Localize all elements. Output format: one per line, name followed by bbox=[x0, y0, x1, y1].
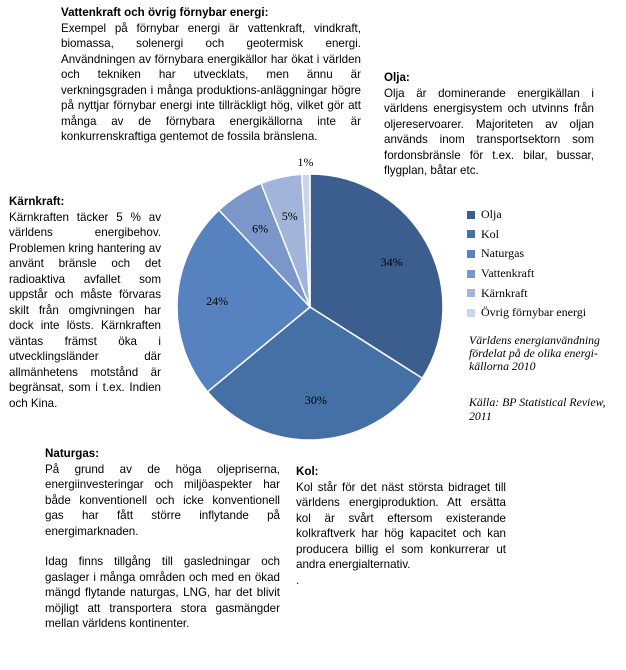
pie-slice-2 bbox=[176, 208, 312, 393]
pie-label-3: 6% bbox=[252, 221, 268, 235]
naturgas-text-block: Naturgas: På grund av de höga oljepriser… bbox=[45, 446, 280, 632]
naturgas-body-2: Idag finns tillgång till gasledningar oc… bbox=[45, 555, 280, 630]
pie-slice-1 bbox=[206, 306, 424, 441]
legend-swatch-5 bbox=[467, 308, 475, 317]
pie-label-1: 30% bbox=[305, 393, 327, 407]
kol-trailing: . bbox=[296, 573, 300, 587]
legend-label-3: Vattenkraft bbox=[481, 266, 535, 281]
legend-label-0: Olja bbox=[481, 207, 502, 222]
kol-body: Kol står för det näst största bidraget t… bbox=[296, 480, 506, 572]
pie-label-4: 5% bbox=[282, 209, 298, 223]
legend-swatch-4 bbox=[467, 289, 475, 298]
legend-swatch-3 bbox=[467, 269, 475, 278]
olja-text-block: Olja: Olja är dominerande energikällan i… bbox=[384, 70, 594, 179]
legend-item-3: Vattenkraft bbox=[467, 264, 586, 284]
legend-label-1: Kol bbox=[481, 226, 499, 241]
legend-swatch-1 bbox=[467, 230, 475, 239]
chart-legend: Olja Kol Naturgas Vattenkraft Kärnkraft Övrig… bbox=[467, 205, 586, 323]
legend-item-1: Kol bbox=[467, 225, 586, 245]
pie-slice-5 bbox=[300, 173, 311, 308]
legend-label-4: Kärnkraft bbox=[481, 285, 528, 300]
karnkraft-text-block: Kärnkraft: Kärnkraften täcker 5 % av vär… bbox=[9, 194, 161, 411]
pie-slices bbox=[176, 173, 444, 441]
legend-swatch-2 bbox=[467, 249, 475, 258]
olja-body: Olja är dominerande energikällan i värld… bbox=[384, 86, 594, 178]
pie-label-2: 24% bbox=[206, 294, 228, 308]
pie-label-0: 34% bbox=[381, 255, 403, 269]
legend-item-4: Kärnkraft bbox=[467, 283, 586, 303]
legend-item-0: Olja bbox=[467, 205, 586, 225]
karnkraft-title: Kärnkraft: bbox=[9, 195, 65, 208]
pie-data-labels: 34% 30% 24% 6% 5% 1% bbox=[206, 155, 403, 407]
pie-slice-0 bbox=[309, 173, 444, 380]
kol-title: Kol: bbox=[296, 465, 319, 478]
legend-label-5: Övrig förnybar energi bbox=[481, 305, 587, 320]
karnkraft-body: Kärnkraften täcker 5 % av världens energ… bbox=[9, 210, 161, 410]
naturgas-body-1: På grund av de höga oljepriserna, energi… bbox=[45, 462, 280, 538]
vattenkraft-text-block: Vattenkraft och övrig förnybar energi: E… bbox=[61, 5, 361, 145]
naturgas-title: Naturgas: bbox=[45, 447, 100, 460]
olja-title: Olja: bbox=[384, 71, 410, 84]
chart-source: Källa: BP Statistical Review, 2011 bbox=[469, 395, 606, 423]
pie-label-5: 1% bbox=[297, 155, 313, 169]
legend-swatch-0 bbox=[467, 210, 475, 219]
legend-item-5: Övrig förnybar energi bbox=[467, 303, 586, 323]
chart-caption: Världens energianvändning fördelat på de… bbox=[469, 333, 600, 373]
kol-text-block: Kol: Kol står för det näst största bidra… bbox=[296, 464, 506, 588]
legend-item-2: Naturgas bbox=[467, 244, 586, 264]
vattenkraft-title: Vattenkraft och övrig förnybar energi: bbox=[61, 6, 269, 19]
vattenkraft-body: Exempel på förnybar energi är vattenkraf… bbox=[61, 21, 361, 144]
legend-label-2: Naturgas bbox=[481, 246, 525, 261]
